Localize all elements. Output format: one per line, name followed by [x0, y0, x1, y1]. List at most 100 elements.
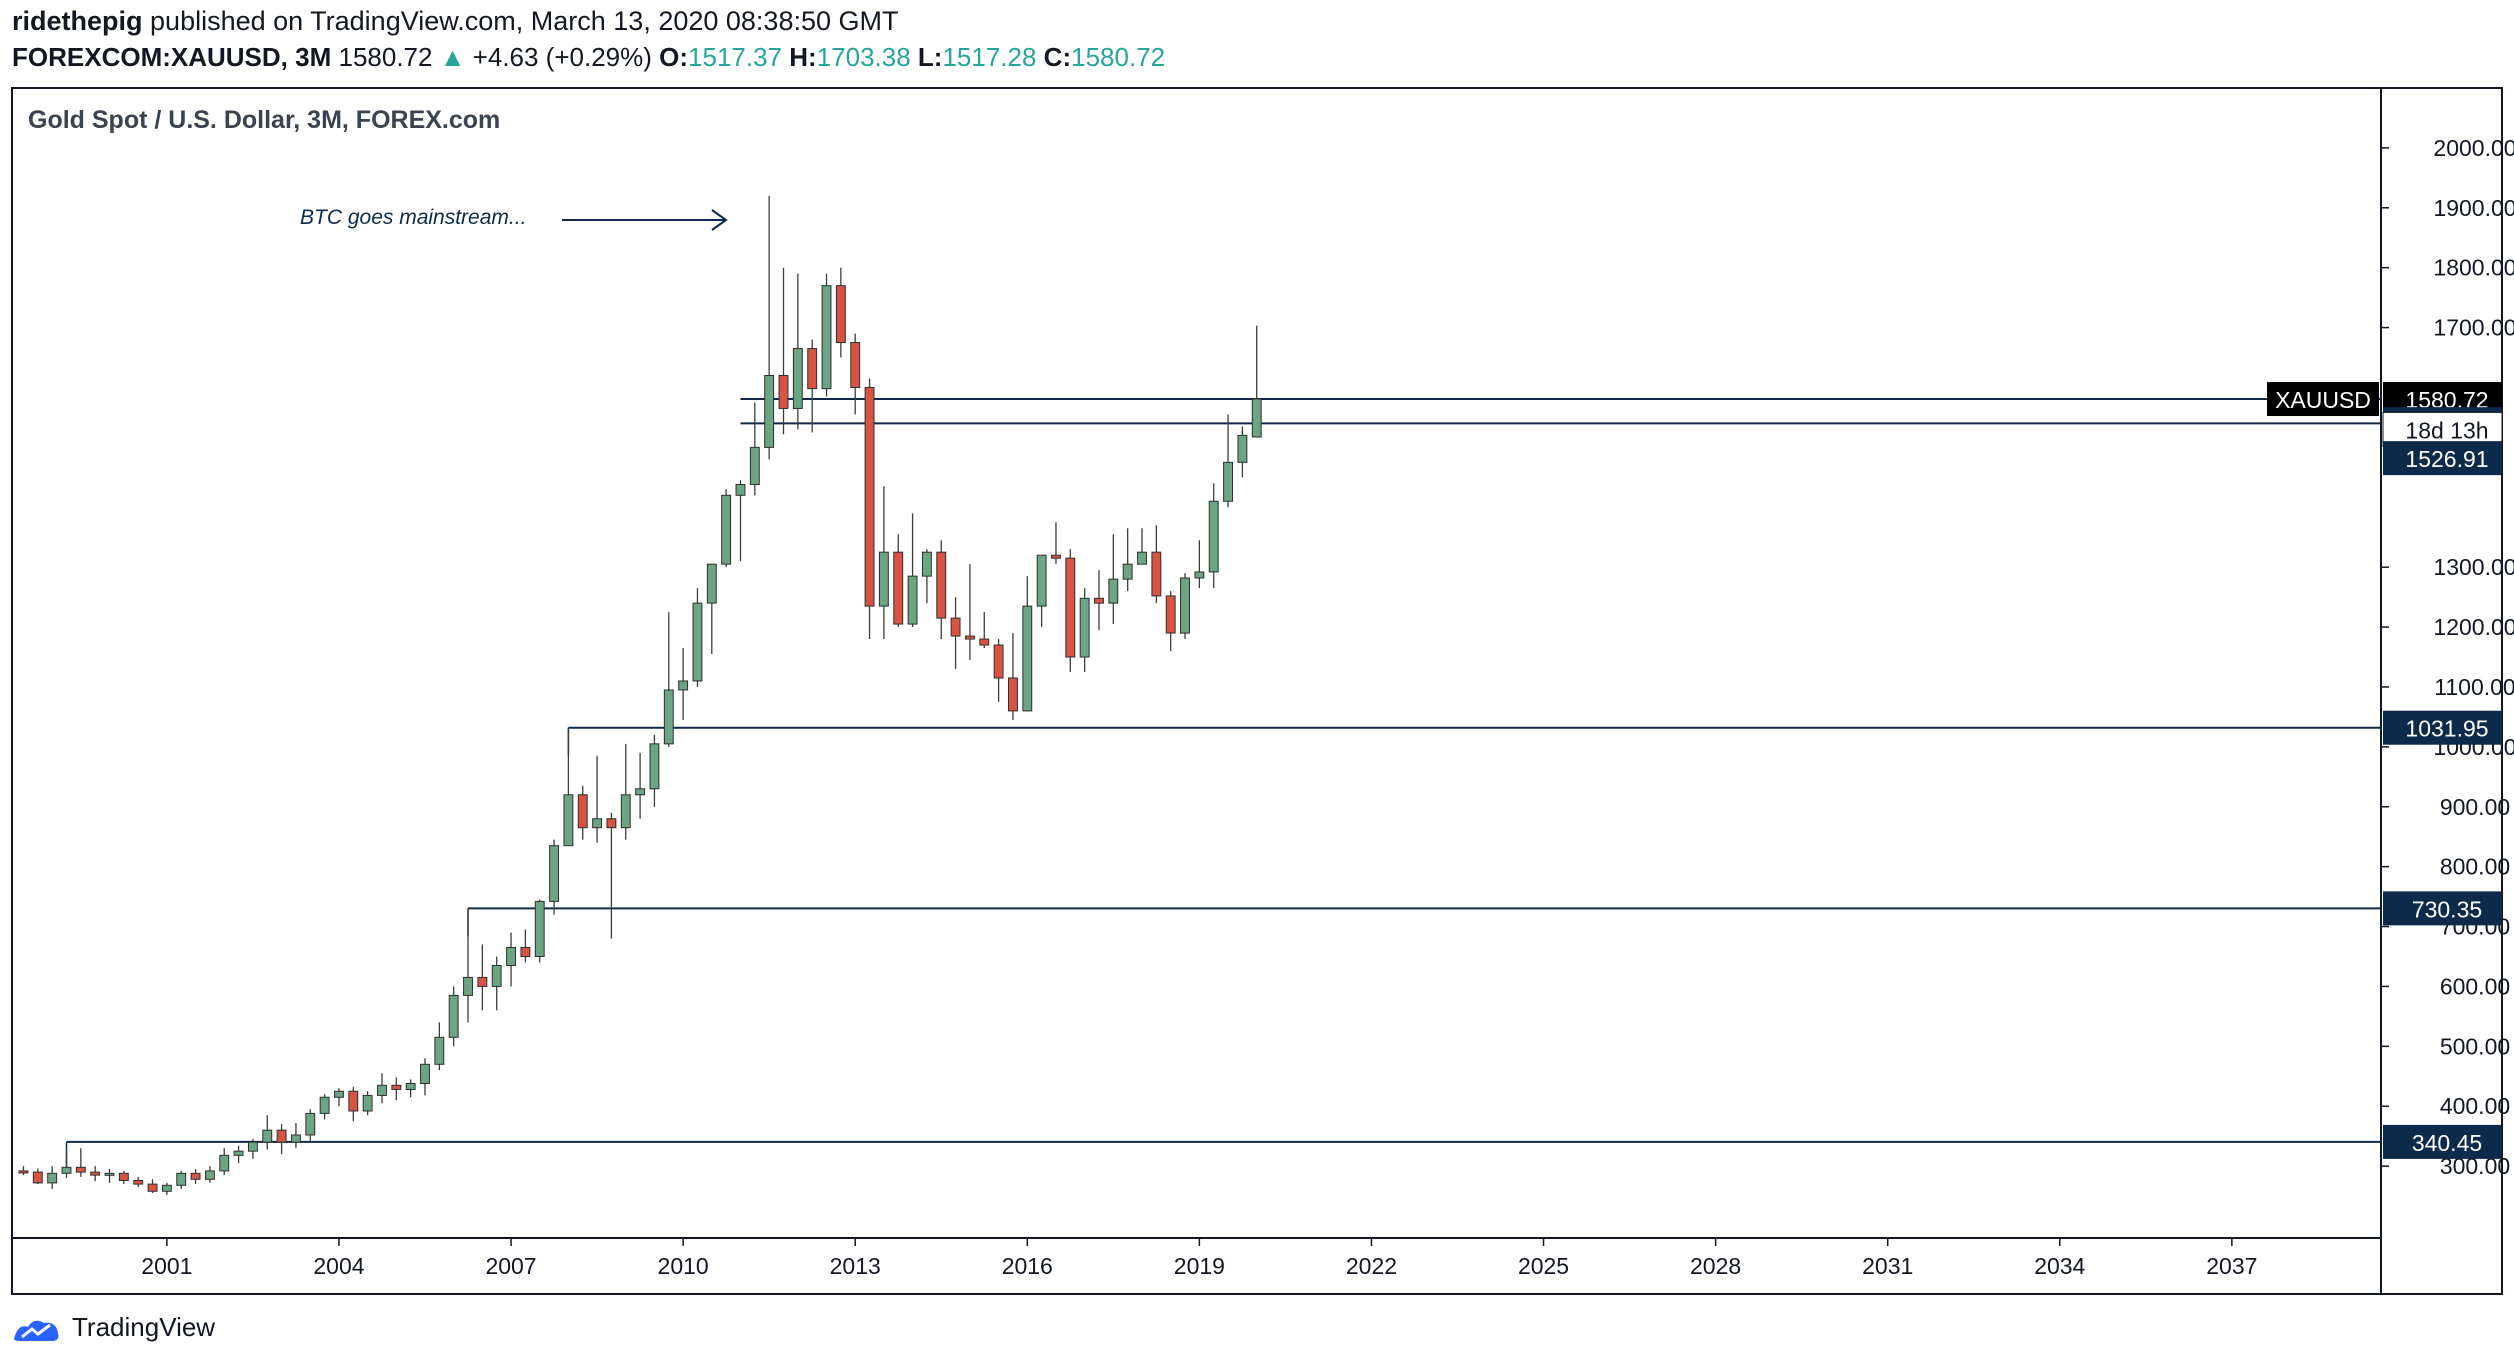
- candle[interactable]: [807, 339, 818, 433]
- candle[interactable]: [534, 899, 545, 963]
- candle[interactable]: [118, 1170, 129, 1185]
- candle[interactable]: [90, 1166, 101, 1182]
- candle[interactable]: [577, 785, 588, 840]
- candle[interactable]: [721, 489, 732, 568]
- candle[interactable]: [606, 812, 617, 939]
- symbol-label: FOREXCOM:XAUUSD, 3M: [12, 42, 332, 72]
- candle[interactable]: [219, 1148, 230, 1176]
- candle[interactable]: [950, 597, 961, 669]
- candle[interactable]: [391, 1077, 402, 1101]
- candle[interactable]: [678, 648, 689, 720]
- candle[interactable]: [262, 1115, 273, 1150]
- candle[interactable]: [1036, 554, 1047, 628]
- tradingview-brand[interactable]: TradingView: [12, 1312, 215, 1343]
- candle[interactable]: [1051, 522, 1061, 565]
- candle[interactable]: [1151, 525, 1162, 604]
- candle[interactable]: [964, 564, 975, 661]
- candle[interactable]: [635, 752, 646, 819]
- candle[interactable]: [1065, 549, 1076, 672]
- btc-annotation[interactable]: BTC goes mainstream...: [300, 206, 526, 229]
- candle[interactable]: [190, 1169, 201, 1185]
- candle[interactable]: [592, 755, 603, 843]
- candle[interactable]: [1237, 426, 1248, 478]
- candle[interactable]: [835, 267, 846, 358]
- author-name[interactable]: ridethepig: [12, 6, 143, 36]
- candle-body: [1194, 571, 1205, 579]
- candle[interactable]: [1180, 573, 1190, 640]
- candle[interactable]: [864, 378, 875, 640]
- candle[interactable]: [405, 1079, 416, 1098]
- candle[interactable]: [491, 956, 502, 1011]
- candle[interactable]: [506, 932, 516, 987]
- candle-body: [1237, 434, 1248, 463]
- candle[interactable]: [1108, 534, 1119, 625]
- candle[interactable]: [993, 639, 1004, 702]
- candle[interactable]: [821, 273, 832, 397]
- candle[interactable]: [420, 1058, 430, 1096]
- candle[interactable]: [290, 1123, 301, 1149]
- axis-badge-label: 1526.91: [2405, 446, 2488, 472]
- candle[interactable]: [764, 195, 775, 460]
- candle[interactable]: [276, 1124, 287, 1155]
- candle[interactable]: [1094, 570, 1104, 631]
- candle[interactable]: [1137, 528, 1147, 565]
- candle[interactable]: [620, 743, 631, 840]
- candle[interactable]: [706, 563, 717, 655]
- candle[interactable]: [133, 1176, 144, 1188]
- candle[interactable]: [233, 1145, 244, 1164]
- candle[interactable]: [893, 534, 904, 628]
- candle[interactable]: [1194, 540, 1205, 589]
- candle[interactable]: [147, 1179, 158, 1194]
- candle[interactable]: [907, 513, 918, 628]
- candle[interactable]: [549, 839, 560, 915]
- candle[interactable]: [563, 727, 574, 847]
- candle-body: [807, 348, 818, 390]
- candle[interactable]: [463, 908, 473, 1023]
- candle-body: [118, 1172, 129, 1181]
- candle[interactable]: [104, 1169, 115, 1183]
- candle[interactable]: [204, 1166, 215, 1183]
- candle[interactable]: [735, 480, 746, 562]
- candle[interactable]: [520, 929, 531, 963]
- candle[interactable]: [32, 1168, 43, 1185]
- candle[interactable]: [1223, 414, 1233, 508]
- candle[interactable]: [319, 1094, 330, 1120]
- candle[interactable]: [176, 1170, 187, 1189]
- candle[interactable]: [1251, 325, 1262, 438]
- candle[interactable]: [377, 1073, 387, 1104]
- candle[interactable]: [18, 1166, 29, 1176]
- candle[interactable]: [778, 267, 789, 435]
- candle[interactable]: [1208, 483, 1219, 589]
- candle[interactable]: [1022, 576, 1033, 712]
- candle[interactable]: [1122, 528, 1133, 592]
- candle[interactable]: [649, 734, 660, 807]
- candle[interactable]: [1165, 591, 1176, 652]
- candle[interactable]: [936, 540, 947, 640]
- candle-body: [75, 1166, 86, 1173]
- candle[interactable]: [749, 402, 760, 496]
- candle[interactable]: [878, 486, 889, 640]
- candle[interactable]: [850, 333, 861, 415]
- candle[interactable]: [448, 986, 459, 1047]
- candle[interactable]: [1008, 633, 1018, 720]
- candle[interactable]: [334, 1088, 344, 1107]
- candle-body: [964, 635, 975, 640]
- candle[interactable]: [247, 1139, 258, 1159]
- candle[interactable]: [692, 588, 703, 687]
- candle[interactable]: [61, 1148, 72, 1179]
- candle[interactable]: [75, 1148, 86, 1177]
- candle[interactable]: [477, 944, 488, 1011]
- candle[interactable]: [161, 1182, 172, 1195]
- candle[interactable]: [792, 273, 803, 430]
- candle[interactable]: [47, 1166, 58, 1189]
- candle[interactable]: [1079, 588, 1090, 672]
- candle[interactable]: [362, 1091, 373, 1116]
- candle[interactable]: [663, 612, 674, 747]
- candle[interactable]: [348, 1087, 359, 1122]
- candle[interactable]: [921, 549, 932, 604]
- candle[interactable]: [979, 612, 990, 649]
- annotation-arrow[interactable]: [562, 209, 728, 231]
- candle[interactable]: [434, 1022, 445, 1071]
- candle[interactable]: [305, 1109, 316, 1141]
